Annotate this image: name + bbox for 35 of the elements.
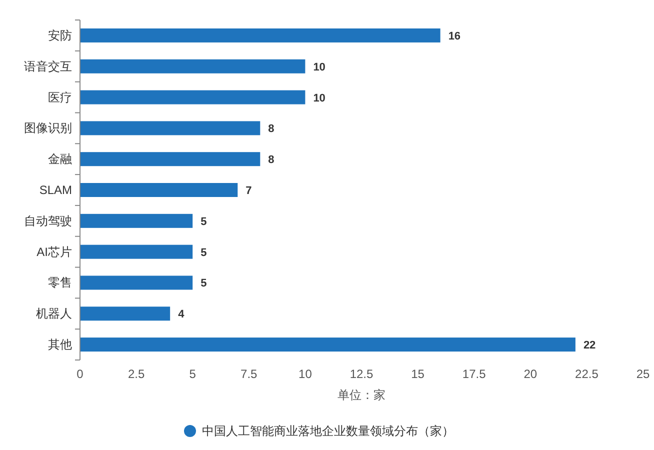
- x-tick-label: 12.5: [350, 367, 374, 381]
- data-label: 22: [583, 340, 596, 352]
- y-tick-label: 金融: [48, 152, 72, 166]
- y-tick-label: 医疗: [48, 90, 72, 104]
- data-label: 8: [268, 123, 274, 136]
- y-tick-label: 自动驾驶: [24, 214, 72, 228]
- data-label: 16: [448, 30, 461, 42]
- x-tick-label: 10: [298, 367, 312, 381]
- data-label: 10: [313, 92, 326, 104]
- y-tick-label: 安防: [48, 28, 72, 42]
- x-tick-label: 5: [189, 367, 196, 381]
- data-label: 4: [178, 308, 186, 321]
- data-label: 8: [268, 154, 274, 166]
- y-tick-label: AI芯片: [36, 244, 72, 259]
- y-tick-label: 机器人: [36, 306, 72, 321]
- data-label: 5: [200, 216, 207, 228]
- data-label: 10: [313, 61, 326, 74]
- y-tick-label: SLAM: [39, 183, 72, 197]
- y-tick-label: 零售: [48, 276, 72, 290]
- x-tick-label: 2.5: [128, 367, 145, 381]
- x-tick-label: 20: [524, 367, 538, 381]
- x-axis-title: 单位：家: [338, 388, 386, 402]
- y-tick-label: 语音交互: [24, 59, 72, 74]
- y-tick-label: 其他: [48, 338, 72, 352]
- x-tick-label: 22.5: [575, 367, 599, 381]
- data-label: 5: [200, 246, 207, 259]
- data-label: 5: [200, 278, 207, 290]
- x-tick-label: 17.5: [462, 367, 486, 381]
- x-tick-label: 15: [411, 367, 425, 381]
- x-tick-label: 0: [76, 367, 84, 381]
- legend-label: 中国人工智能商业落地企业数量领域分布（家）: [202, 424, 454, 438]
- x-tick-label: 25: [636, 367, 650, 381]
- data-label: 7: [246, 185, 252, 197]
- x-tick-label: 7.5: [240, 367, 258, 381]
- y-tick-label: 图像识别: [24, 121, 72, 136]
